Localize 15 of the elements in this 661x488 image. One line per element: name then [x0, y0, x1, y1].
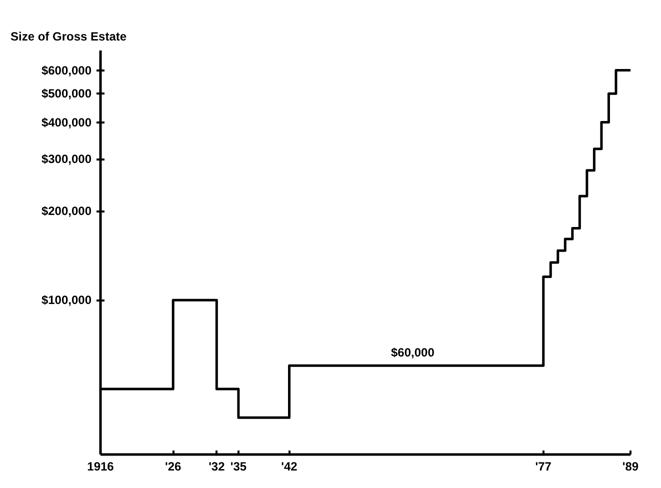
y-axis-title: Size of Gross Estate [10, 30, 127, 44]
x-tick-label: '77 [535, 460, 552, 474]
x-tick-label: '32 [208, 460, 226, 474]
x-tick-label: '89 [622, 460, 639, 474]
x-tick-label: 1916 [87, 460, 114, 474]
x-tick-label: '42 [281, 460, 298, 474]
y-tick-label: $600,000 [41, 63, 92, 78]
x-tick-label: '35 [230, 460, 247, 474]
annotation: $60,000 [391, 346, 435, 360]
y-tick-label: $200,000 [41, 204, 92, 218]
y-tick-label: $500,000 [41, 86, 92, 101]
y-tick-label: $300,000 [41, 152, 92, 166]
y-tick-label: $400,000 [41, 115, 92, 130]
x-tick-label: '26 [165, 460, 182, 474]
y-tick-label: $100,000 [41, 293, 92, 308]
